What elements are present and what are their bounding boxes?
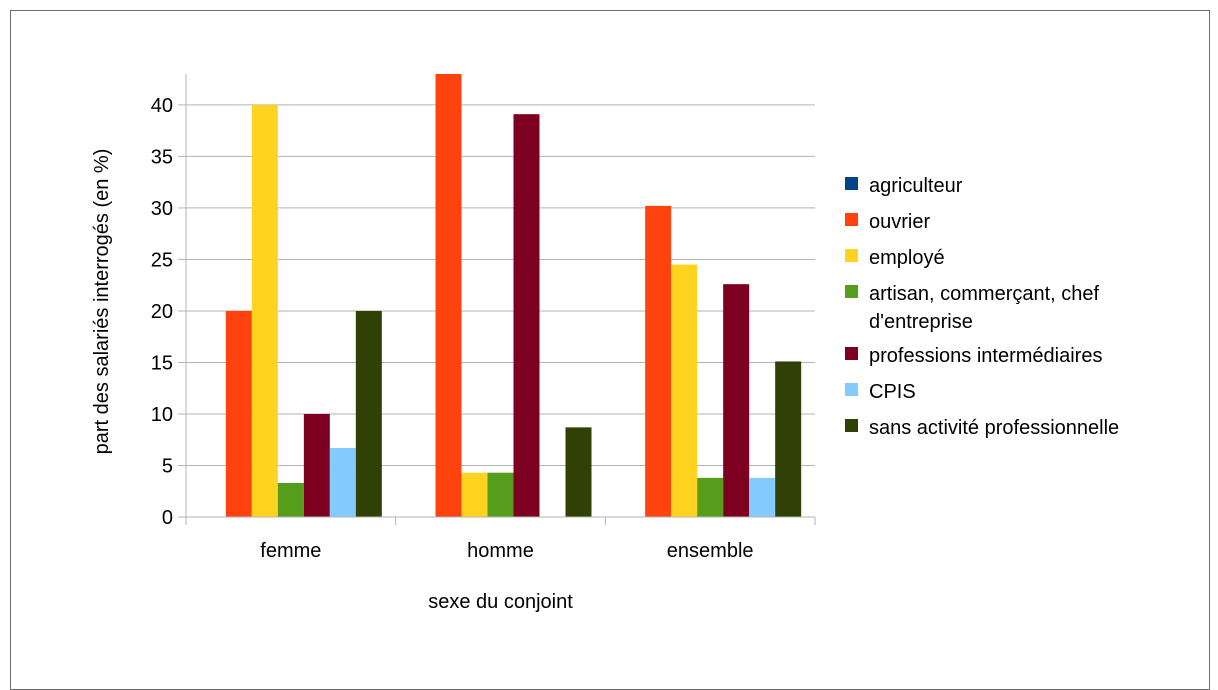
legend-label: agriculteur: [869, 175, 963, 197]
x-tick-label: homme: [467, 540, 534, 562]
bar: [723, 284, 750, 517]
legend-swatch: [845, 347, 858, 360]
y-tick-label: 30: [151, 198, 173, 220]
bar: [697, 477, 724, 517]
y-tick-label: 20: [151, 301, 173, 323]
bar: [565, 427, 592, 517]
legend-label: sans activité professionnelle: [869, 417, 1119, 439]
bar: [251, 104, 278, 517]
y-tick-label: 10: [151, 404, 173, 426]
legend-label: ouvrier: [869, 211, 930, 233]
bar-chart: 0 5 10 15 20 25 30 35 40 femme homme ensemble agric…: [91, 74, 1119, 613]
bar: [225, 310, 252, 517]
legend-label: CPIS: [869, 381, 916, 403]
legend-label: professions intermédiaires: [869, 345, 1102, 367]
x-tick-label: ensemble: [667, 540, 754, 562]
bar: [329, 447, 356, 517]
bar: [487, 472, 514, 517]
y-tick-label: 15: [151, 352, 173, 374]
bar: [303, 413, 330, 517]
y-tick-label: 40: [151, 95, 173, 117]
x-axis-title: sexe du conjoint: [428, 591, 573, 613]
legend: agriculteur ouvrier employé artisan, commer…: [845, 175, 1119, 439]
bars: [225, 74, 802, 518]
y-tick-label: 35: [151, 146, 173, 168]
bar: [775, 361, 802, 517]
bar: [435, 74, 462, 517]
bar: [277, 483, 304, 517]
bar: [355, 310, 382, 517]
gridlines: [186, 104, 815, 466]
bar: [749, 477, 776, 517]
bar: [513, 114, 540, 517]
legend-label: artisan, commerçant, chef: [869, 283, 1100, 305]
legend-swatch: [845, 249, 858, 262]
legend-swatch: [845, 383, 858, 396]
legend-swatch: [845, 177, 858, 190]
legend-label: employé: [869, 247, 945, 269]
bar: [461, 472, 488, 517]
x-tick-label: femme: [260, 540, 321, 562]
axes: 0 5 10 15 20 25 30 35 40 femme homme ensemble: [151, 74, 816, 562]
bar: [645, 205, 672, 518]
bar: [671, 264, 698, 517]
y-tick-label: 5: [162, 455, 173, 477]
legend-swatch: [845, 285, 858, 298]
legend-swatch: [845, 419, 858, 432]
legend-label: d'entreprise: [869, 311, 973, 333]
y-tick-label: 0: [162, 507, 173, 529]
y-tick-label: 25: [151, 249, 173, 271]
y-axis-title: part des salariés interrogés (en %): [91, 149, 113, 455]
legend-swatch: [845, 213, 858, 226]
